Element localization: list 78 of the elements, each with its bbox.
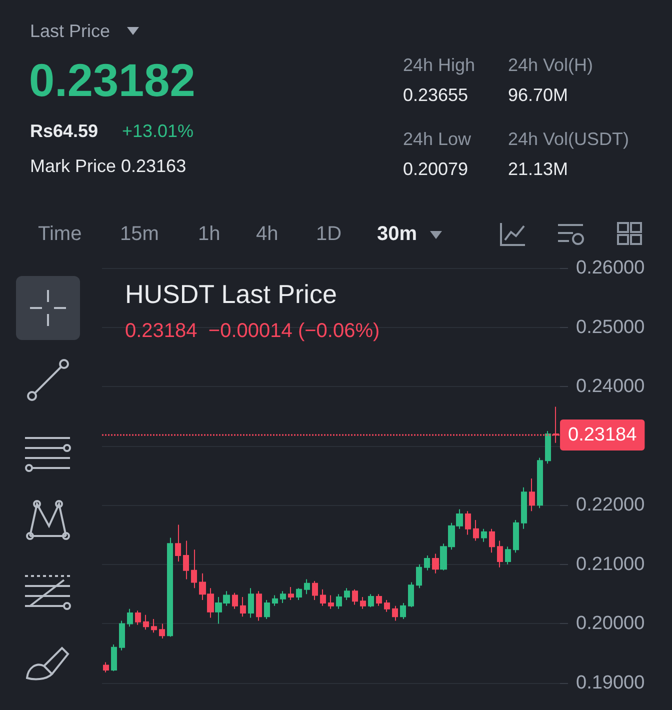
text: 0.23182	[29, 54, 196, 106]
candlestick	[376, 594, 382, 606]
candlestick	[167, 537, 173, 638]
text: 15m	[120, 223, 159, 245]
y-tick-label: 0.21000	[576, 554, 645, 575]
text: 96.70M	[508, 85, 568, 105]
candlestick	[312, 580, 318, 600]
candlestick	[545, 430, 551, 464]
candlestick	[256, 590, 262, 622]
text: Rs64.59	[30, 121, 98, 141]
candlestick	[432, 553, 439, 574]
candlestick	[175, 524, 181, 562]
text: 0.20079	[403, 159, 468, 179]
candlestick	[408, 582, 414, 608]
text: 24h Vol(H)	[508, 55, 594, 75]
candlestick	[183, 540, 189, 580]
candlestick	[336, 594, 342, 610]
candlestick	[400, 602, 406, 620]
text: Last Price	[30, 21, 110, 41]
y-tick-label: 0.19000	[576, 672, 645, 694]
candlestick	[232, 592, 238, 610]
candlestick	[465, 510, 471, 536]
text: Time	[38, 223, 82, 245]
candlestick	[288, 586, 294, 600]
y-tick-label: 0.24000	[576, 376, 645, 398]
candlestick	[473, 519, 479, 542]
candlestick	[505, 546, 511, 565]
candlestick	[513, 519, 519, 554]
text: 4h	[256, 223, 278, 245]
text: 1h	[198, 223, 220, 245]
candlestick	[191, 549, 197, 589]
text: 1D	[316, 223, 342, 245]
candlestick	[521, 486, 527, 530]
text: Mark Price 0.23163	[30, 156, 186, 176]
text: 24h High	[403, 55, 476, 75]
candlestick	[280, 590, 286, 604]
candlestick	[296, 588, 302, 600]
candlestick	[352, 588, 358, 606]
text: 30m	[377, 223, 418, 245]
candlestick	[151, 618, 157, 634]
candlestick	[529, 478, 535, 512]
y-tick-label: 0.20000	[576, 613, 645, 634]
candlestick	[320, 588, 326, 606]
candlestick	[497, 540, 503, 568]
candlestick	[264, 600, 270, 620]
candlestick	[537, 457, 543, 509]
candlestick	[416, 564, 422, 589]
candlestick	[272, 594, 278, 606]
candlestick	[111, 644, 117, 672]
candlestick	[240, 596, 246, 618]
text: 0.23184 −0.00014 (−0.06%)	[125, 320, 380, 342]
ref-line-label: 0.23184	[568, 424, 638, 446]
candlestick	[119, 620, 125, 651]
candlestick	[135, 610, 141, 626]
candlestick	[489, 528, 495, 554]
y-tick-label: 0.22000	[576, 494, 645, 516]
text: 24h Low	[403, 129, 472, 149]
candlestick	[143, 614, 149, 630]
text: 0.23655	[403, 85, 468, 105]
chart-title: HUSDT Last Price	[125, 279, 337, 309]
candlestick	[368, 594, 374, 608]
text: 21.13M	[508, 159, 568, 179]
candlestick	[328, 594, 334, 610]
candlestick	[344, 588, 350, 600]
candlestick	[481, 528, 487, 542]
candlestick	[392, 605, 398, 622]
candlestick	[304, 578, 310, 595]
candlestick	[424, 555, 430, 571]
candlestick	[248, 588, 254, 618]
text: +13.01%	[122, 121, 194, 141]
candlestick	[384, 600, 390, 612]
candlestick	[103, 662, 109, 673]
candlestick	[360, 596, 366, 610]
text: 24h Vol(USDT)	[508, 129, 630, 149]
candlestick	[159, 623, 165, 640]
y-tick-label: 0.26000	[576, 258, 645, 278]
y-tick-label: 0.25000	[576, 316, 645, 338]
candlestick	[127, 608, 133, 628]
